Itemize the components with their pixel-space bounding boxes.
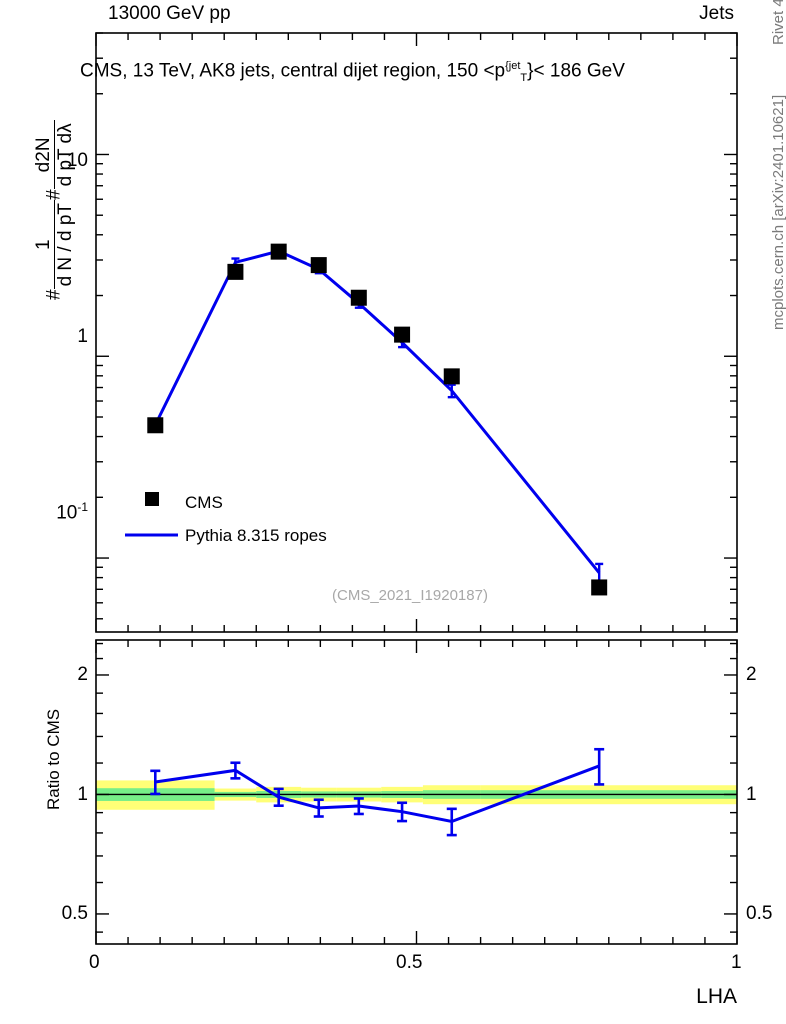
title-sub: T xyxy=(520,72,528,85)
data-marker-main xyxy=(394,326,411,343)
xtick-1: 1 xyxy=(731,952,742,973)
data-marker-main xyxy=(350,289,367,306)
legend-marker-cms xyxy=(145,492,159,506)
xtick-0: 0 xyxy=(89,952,100,973)
data-marker-main xyxy=(270,243,287,260)
ratio-ytick-2-left: 2 xyxy=(77,664,88,685)
main-ytick-10-text: 10 xyxy=(66,150,88,171)
data-marker-main xyxy=(310,257,327,274)
legend-label-pythia: Pythia 8.315 ropes xyxy=(185,526,327,545)
page-title: CMS, 13 TeV, AK8 jets, central dijet reg… xyxy=(80,60,625,84)
main-ytick-1-text: 1 xyxy=(77,326,88,347)
main-ytick-0p1-exp: -1 xyxy=(77,500,88,514)
header-left-beam-label: 13000 GeV pp xyxy=(108,3,231,24)
x-axis-label: LHA xyxy=(696,985,737,1008)
mc-line-ratio xyxy=(155,764,600,824)
header-right-category-label: Jets xyxy=(699,3,734,24)
ratio-ytick-2-right: 2 xyxy=(746,664,757,685)
data-marker-main xyxy=(147,417,164,434)
title-sup: {jet xyxy=(505,60,521,72)
analysis-id-watermark: (CMS_2021_I1920187) xyxy=(332,587,488,604)
main-ytick-1: 1 xyxy=(46,326,88,348)
mc-line-main xyxy=(153,249,601,574)
ratio-ytick-1-right: 1 xyxy=(746,784,757,805)
legend-label-cms: CMS xyxy=(185,493,223,512)
title-text-post: }< 186 GeV xyxy=(527,60,625,82)
title-text-pre: CMS, 13 TeV, AK8 jets, central dijet reg… xyxy=(80,60,506,82)
ratio-ytick-0p5-left: 0.5 xyxy=(61,903,88,924)
data-marker-main xyxy=(591,579,608,596)
main-ytick-10: 10 xyxy=(46,150,88,172)
data-marker-main xyxy=(443,368,460,385)
main-ytick-0p1: 10-1 xyxy=(30,500,88,524)
main-panel-frame xyxy=(95,32,738,633)
data-marker-main xyxy=(227,263,244,280)
ratio-ytick-0p5-right: 0.5 xyxy=(746,903,773,924)
ratio-ytick-1-left: 1 xyxy=(77,784,88,805)
main-ytick-0p1-text: 10 xyxy=(56,502,78,524)
xtick-0p5: 0.5 xyxy=(396,952,423,973)
